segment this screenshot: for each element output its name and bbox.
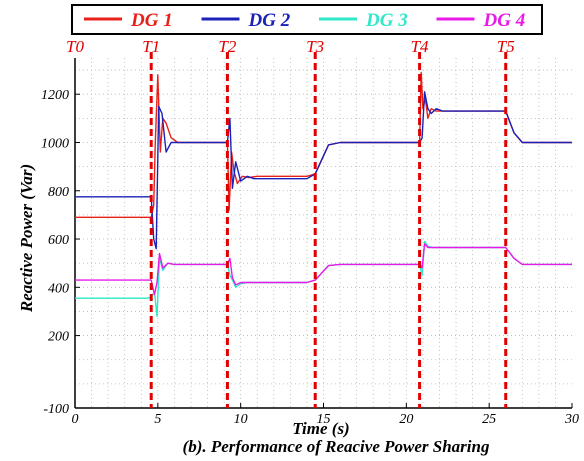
event-markers: T0 T1 T2 T3 T4 T5: [66, 37, 515, 408]
legend-label-dg-1: DG 1: [130, 10, 173, 31]
y-tick-label: 400: [48, 281, 69, 296]
series-lines: [75, 71, 572, 317]
grid: [75, 58, 572, 408]
x-tick-label: 10: [234, 412, 248, 427]
chart-caption: (b). Performance of Reacive Power Sharin…: [183, 437, 490, 456]
series-line-dg-1: [75, 71, 572, 219]
legend-label-dg-3: DG 3: [365, 10, 408, 31]
event-label-t0: T0: [66, 37, 84, 56]
event-label-t3: T3: [306, 37, 324, 56]
y-tick-label: 200: [48, 330, 69, 345]
legend-label-dg-2: DG 2: [248, 10, 291, 31]
y-tick-label: -100: [43, 402, 69, 417]
legend-label-dg-4: DG 4: [483, 10, 526, 31]
y-tick-label: 600: [48, 233, 69, 248]
series-line-dg-2: [75, 91, 572, 250]
legend: DG 1 DG 2 DG 3 DG 4: [84, 10, 525, 31]
x-tick-label: 0: [72, 412, 79, 427]
x-axis-title: Time (s): [292, 419, 349, 438]
series-line-dg-4: [75, 243, 572, 296]
axis-labels: 0 5 10 15 20 25 30 -100 200 400 600 800 1000 1200: [41, 88, 579, 427]
y-axis-title: Reactive Power (Var): [17, 164, 36, 313]
y-tick-label: 1200: [41, 88, 69, 103]
x-tick-label: 5: [154, 412, 161, 427]
event-label-t4: T4: [411, 37, 429, 56]
event-label-t5: T5: [497, 37, 515, 56]
x-tick-label: 15: [317, 412, 331, 427]
x-tick-label: 25: [482, 412, 496, 427]
event-label-t1: T1: [142, 37, 160, 56]
x-tick-label: 30: [564, 412, 579, 427]
x-tick-label: 20: [399, 412, 413, 427]
y-tick-label: 800: [48, 185, 69, 200]
event-label-t2: T2: [218, 37, 236, 56]
y-tick-label: 1000: [41, 136, 69, 151]
axes: [74, 58, 573, 409]
